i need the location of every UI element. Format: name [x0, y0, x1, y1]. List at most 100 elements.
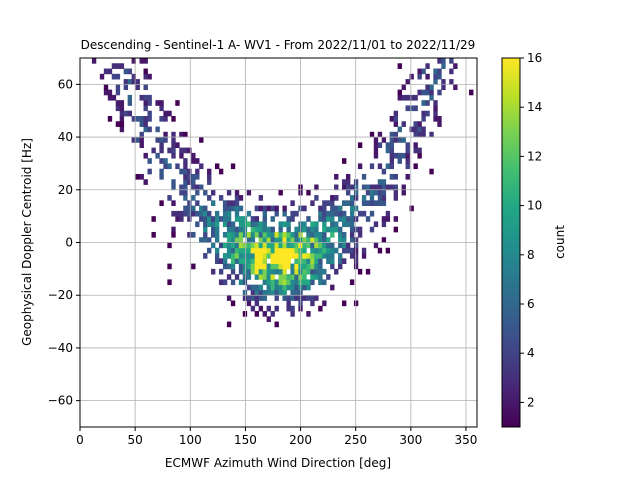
heatmap-cell	[326, 237, 331, 243]
heatmap-cell	[195, 189, 200, 196]
heatmap-cell	[151, 231, 156, 238]
heatmap-cell	[338, 237, 343, 243]
heatmap-cell	[322, 300, 327, 307]
heatmap-cell	[353, 300, 359, 307]
heatmap-cell	[218, 268, 224, 275]
heatmap-cell	[171, 131, 176, 138]
heatmap-cell	[401, 137, 406, 143]
heatmap-cell	[353, 195, 359, 201]
heatmap-cell	[389, 137, 395, 143]
heatmap-cell	[242, 258, 248, 264]
heatmap-cell	[318, 263, 323, 270]
heatmap-cell	[349, 216, 355, 222]
heatmap-cell	[135, 84, 140, 91]
heatmap-cell	[270, 247, 275, 254]
heatmap-cell	[230, 300, 236, 307]
heatmap-cell	[242, 231, 248, 238]
heatmap-cell	[230, 263, 236, 270]
heatmap-cell	[250, 231, 256, 238]
heatmap-cell	[151, 147, 156, 154]
heatmap-cell	[119, 63, 125, 69]
heatmap-cell	[175, 163, 180, 170]
colorbar-tick-label: 16	[527, 51, 542, 65]
heatmap-cell	[262, 274, 267, 280]
heatmap-cell	[334, 173, 339, 180]
heatmap-cell	[334, 205, 339, 212]
heatmap-cell	[111, 63, 117, 69]
heatmap-cell	[167, 163, 172, 170]
heatmap-cell	[187, 216, 192, 222]
heatmap-cell	[222, 200, 228, 206]
heatmap-cell	[294, 210, 299, 217]
heatmap-cell	[278, 221, 283, 228]
heatmap-cell	[175, 142, 180, 149]
heatmap-cell	[318, 274, 323, 280]
heatmap-cell	[246, 247, 252, 254]
heatmap-cell	[270, 289, 275, 296]
heatmap-cell	[179, 168, 184, 175]
heatmap-cell	[199, 216, 204, 222]
heatmap-cell	[437, 73, 442, 80]
heatmap-cell	[290, 216, 295, 222]
heatmap-cell	[191, 210, 196, 217]
heatmap-cell	[214, 258, 220, 264]
heatmap-cell	[274, 289, 279, 296]
heatmap-cell	[258, 226, 264, 233]
heatmap-cell	[425, 73, 430, 80]
heatmap-cell	[286, 253, 291, 259]
heatmap-cell	[322, 253, 327, 259]
heatmap-cell	[361, 173, 367, 180]
heatmap-cell	[199, 137, 204, 143]
chart-title: Descending - Sentinel-1 A- WV1 - From 20…	[81, 38, 476, 52]
colorbar-tick-label: 8	[527, 248, 535, 262]
heatmap-cell	[266, 237, 271, 243]
heatmap-cell	[179, 216, 184, 222]
heatmap-cell	[191, 173, 196, 180]
heatmap-cell	[103, 89, 109, 96]
heatmap-cell	[139, 137, 144, 143]
heatmap-cell	[266, 242, 271, 249]
heatmap-cell	[123, 68, 129, 75]
heatmap-cell	[397, 63, 402, 69]
heatmap-cell	[238, 195, 244, 201]
heatmap-cell	[242, 295, 248, 301]
heatmap-cell	[119, 126, 125, 133]
heatmap-cell	[294, 279, 299, 286]
heatmap-cell	[214, 163, 220, 170]
heatmap-cell	[242, 221, 248, 228]
heatmap-cell	[381, 179, 387, 185]
heatmap-cell	[401, 152, 406, 159]
heatmap-cell	[306, 253, 311, 259]
heatmap-cell	[222, 231, 228, 238]
heatmap-cell	[334, 268, 339, 275]
heatmap-cell	[211, 216, 216, 222]
heatmap-cell	[246, 210, 252, 217]
heatmap-cell	[262, 216, 267, 222]
heatmap-cell	[330, 247, 335, 254]
heatmap-cell	[246, 295, 252, 301]
heatmap-cell	[274, 247, 279, 254]
heatmap-cell	[310, 279, 315, 286]
heatmap-cell	[115, 73, 121, 80]
heatmap-cell	[349, 237, 355, 243]
heatmap-cell	[258, 195, 264, 201]
heatmap-cell	[270, 205, 275, 212]
heatmap-cell	[294, 284, 299, 291]
heatmap-cell	[369, 189, 375, 196]
heatmap-cell	[246, 242, 252, 249]
heatmap-cell	[409, 105, 414, 112]
heatmap-cell	[107, 94, 113, 101]
heatmap-cell	[262, 205, 267, 212]
heatmap-cell	[135, 79, 140, 85]
heatmap-cell	[385, 184, 391, 191]
heatmap-cell	[330, 210, 335, 217]
heatmap-cell	[230, 268, 236, 275]
heatmap-cell	[222, 253, 228, 259]
heatmap-cell	[207, 237, 212, 243]
heatmap-cell	[385, 142, 391, 149]
heatmap-cell	[290, 263, 295, 270]
heatmap-cell	[230, 231, 236, 238]
heatmap-cell	[171, 210, 176, 217]
heatmap-cell	[405, 158, 410, 164]
heatmap-cell	[195, 173, 200, 180]
